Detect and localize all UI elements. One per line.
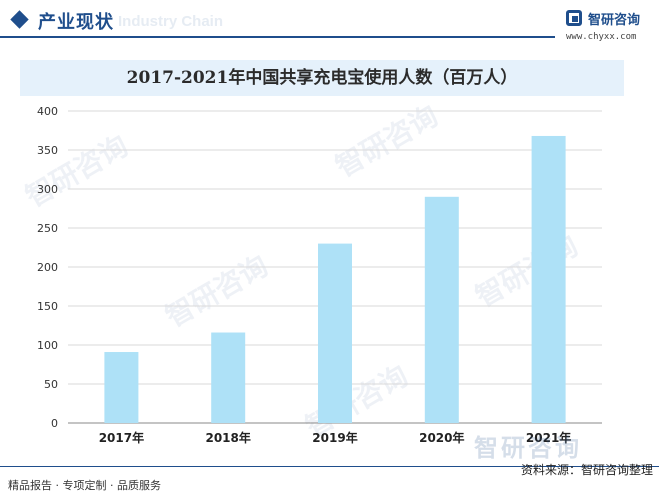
chart-title: 2017-2021年中国共享充电宝使用人数（百万人）: [126, 68, 518, 88]
section-title: 产业现状: [38, 12, 114, 33]
bar: [104, 352, 139, 423]
bar: [318, 243, 352, 423]
y-tick-label: 50: [44, 378, 58, 391]
y-tick-label: 300: [37, 183, 58, 196]
section-background-text: Industry Chain: [118, 13, 224, 30]
bar-chart: 0 50 100 150 200 250 300 350 400 2017年 2018年 2019年 2…: [37, 105, 602, 445]
footer-divider: [0, 466, 659, 467]
x-tick-label: 2021年: [526, 430, 571, 445]
y-tick-label: 250: [37, 222, 58, 235]
header: Industry Chain 产业现状 智研咨询 www.chyxx.com: [0, 0, 659, 42]
y-tick-label: 350: [37, 144, 58, 157]
data-source: 资料来源：智研咨询整理: [520, 463, 653, 477]
logo-url: www.chyxx.com: [566, 32, 637, 42]
bar: [424, 196, 459, 423]
chart-title-band: 2017-2021年中国共享充电宝使用人数（百万人）: [20, 60, 624, 96]
footer-tagline: 精品报告 · 专项定制 · 品质服务: [8, 479, 161, 492]
header-divider: [0, 36, 555, 38]
y-tick-label: 400: [37, 105, 58, 118]
x-tick-label: 2020年: [419, 430, 464, 445]
watermark-logo-text: 智研咨询: [474, 434, 582, 462]
x-tick-label: 2019年: [312, 430, 357, 445]
y-tick-label: 100: [37, 339, 58, 352]
bar: [531, 135, 566, 423]
logo-name: 智研咨询: [588, 13, 641, 28]
y-tick-label: 200: [37, 261, 58, 274]
brand-logo: 智研咨询 www.chyxx.com: [566, 8, 656, 44]
x-tick-label: 2017年: [99, 430, 144, 445]
x-tick-label: 2018年: [205, 430, 250, 445]
y-tick-label: 150: [37, 300, 58, 313]
bar: [211, 332, 246, 423]
zhiyan-logo-icon: [566, 10, 582, 26]
diamond-icon: [10, 10, 29, 29]
y-tick-label: 0: [51, 417, 58, 430]
